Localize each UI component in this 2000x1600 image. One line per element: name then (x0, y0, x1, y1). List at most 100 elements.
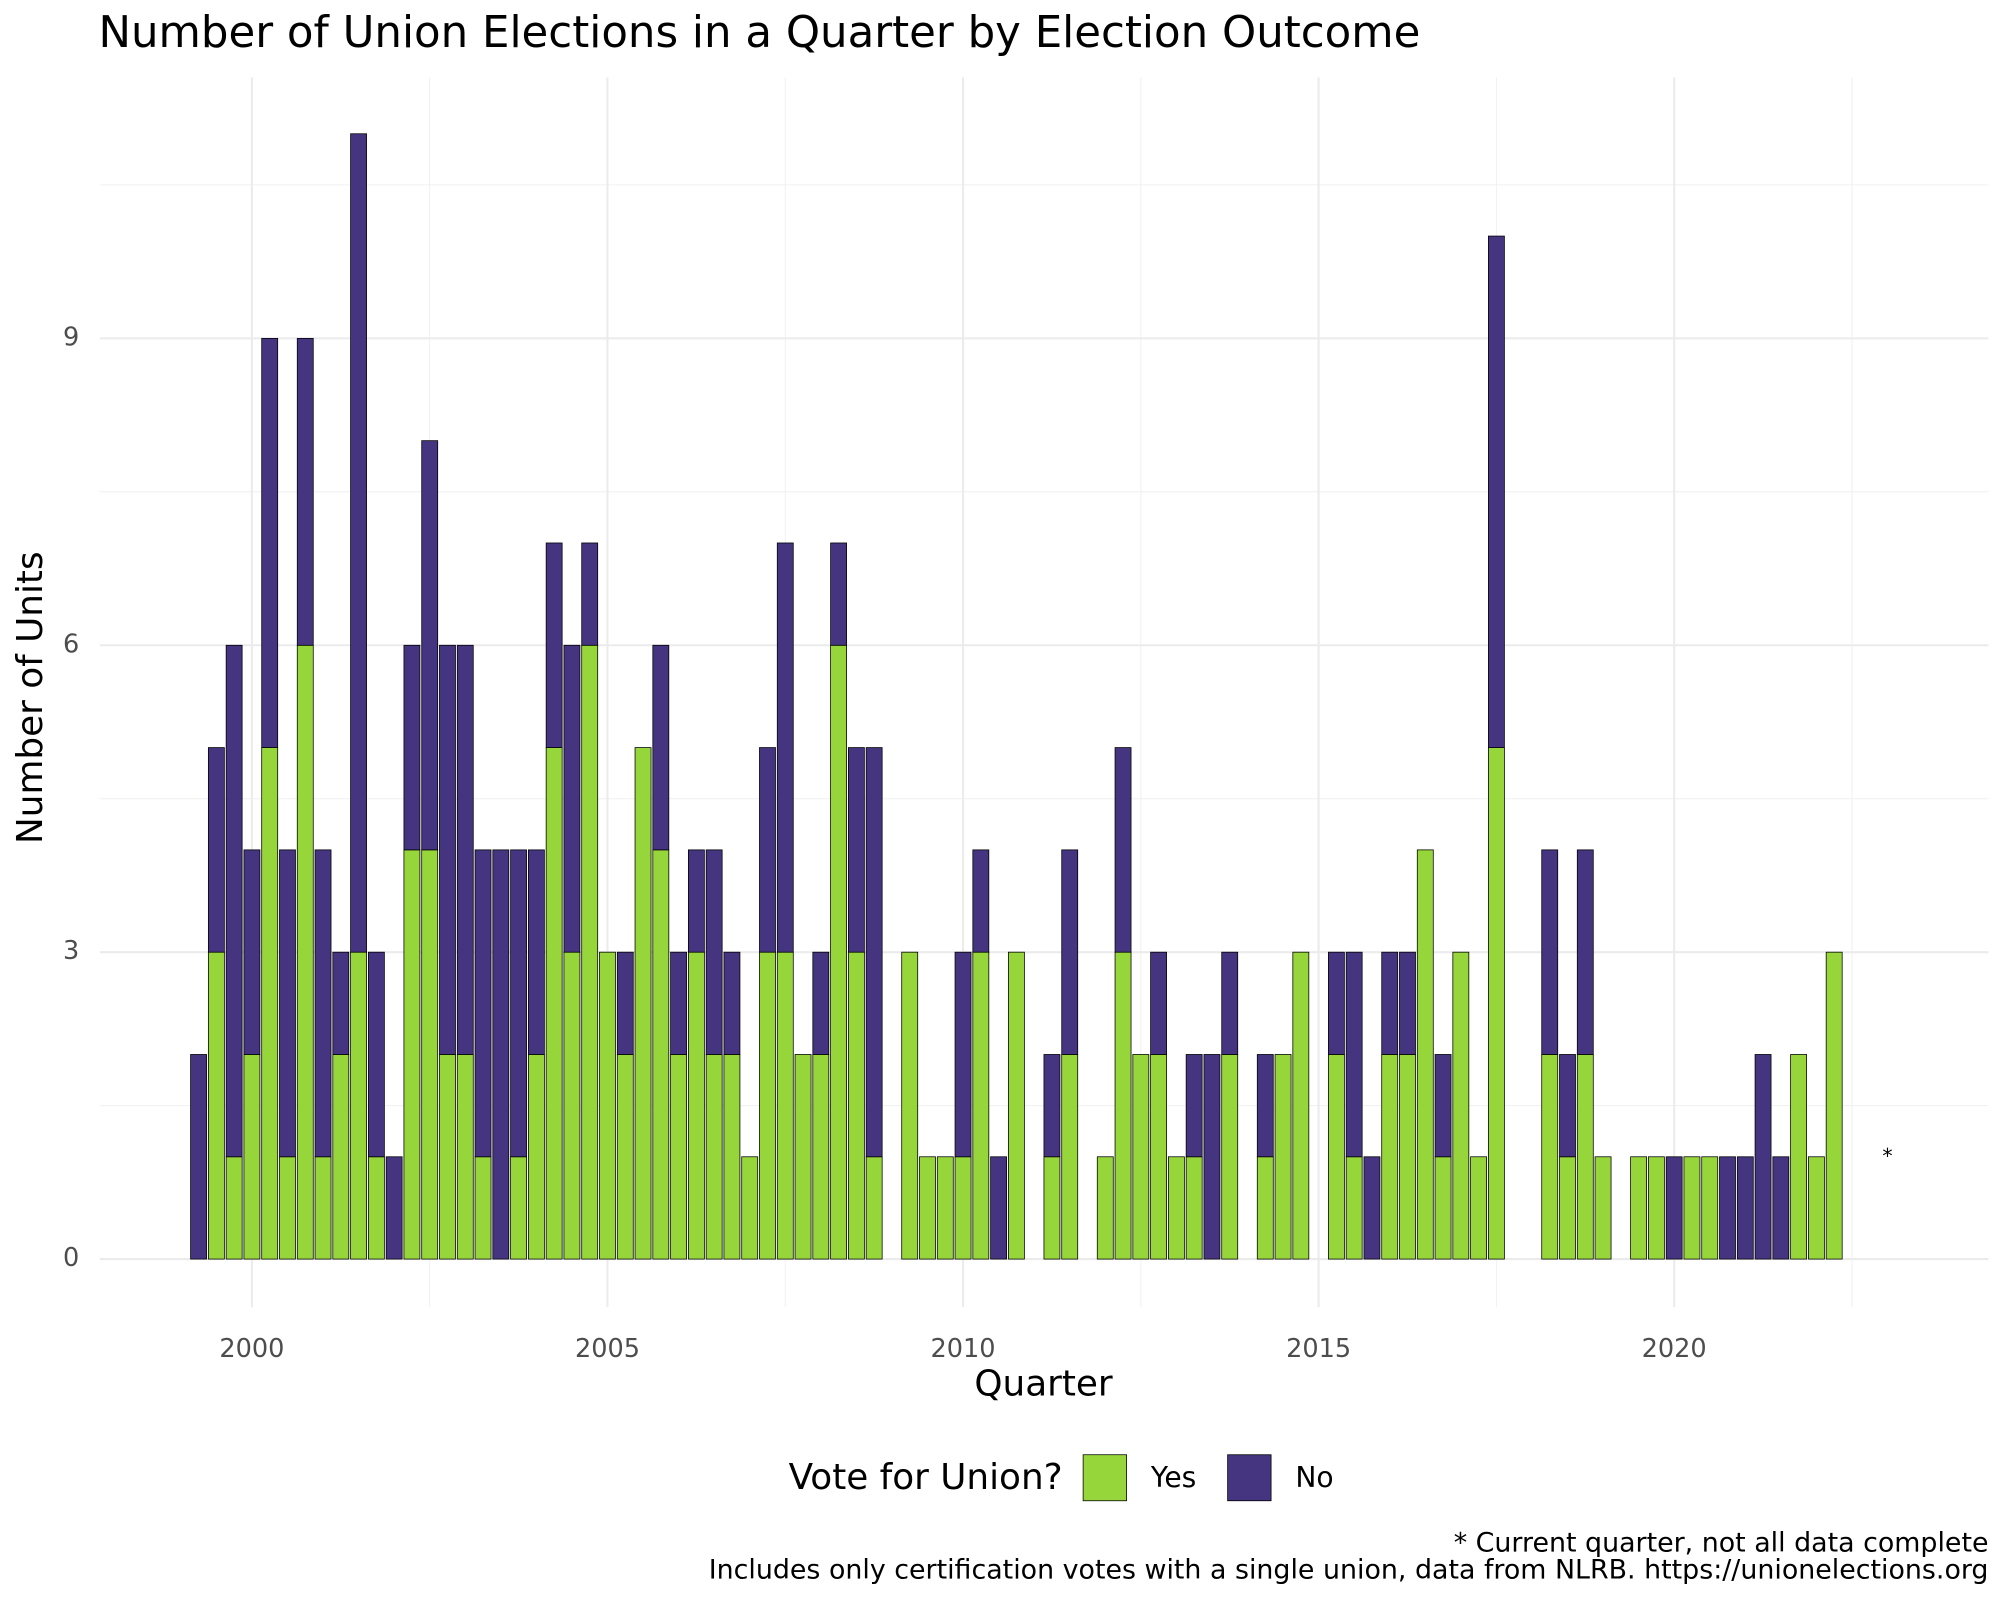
x-tick-label: 2005 (575, 1334, 640, 1364)
bar-segment (474, 1156, 492, 1260)
y-tick-label: 9 (63, 322, 79, 352)
bar-segment (759, 951, 776, 1260)
bar-segment (510, 1156, 527, 1260)
bar-segment (1719, 1156, 1736, 1260)
bar-segment (545, 542, 563, 748)
bar-segment (1754, 1054, 1772, 1260)
bar-segment (1221, 1054, 1239, 1260)
bar-segment (865, 1156, 883, 1260)
bar-segment (990, 1156, 1007, 1260)
bar-segment (794, 1054, 812, 1260)
bar-segment (225, 644, 243, 1158)
bar-segment (403, 849, 421, 1260)
bar-segment (1452, 951, 1470, 1260)
bar-segment (812, 1054, 830, 1260)
y-tick-label: 0 (63, 1243, 79, 1273)
bar-segment (456, 1054, 474, 1260)
bar-segment (1736, 1156, 1754, 1260)
bar-segment (687, 849, 705, 953)
bar-segment (776, 951, 794, 1260)
bar-segment (847, 747, 865, 953)
y-tick-label: 6 (63, 629, 79, 659)
bar-segment (1399, 951, 1416, 1055)
bar-segment (510, 849, 527, 1158)
bar-segment (972, 951, 990, 1260)
bar-segment (190, 1054, 207, 1260)
bar-segment (705, 1054, 723, 1260)
bar-segment (865, 747, 883, 1158)
bar-segment (1363, 1156, 1381, 1260)
bar-segment (439, 1054, 456, 1260)
bar-segment (1132, 1054, 1150, 1260)
bar-segment (1470, 1156, 1487, 1260)
bar-segment (1008, 951, 1025, 1260)
bar-segment (1043, 1054, 1061, 1158)
annotation: * (1882, 1144, 1892, 1168)
bar-segment (332, 1054, 350, 1260)
legend-label: Yes (1150, 1461, 1196, 1494)
bar-segment (670, 951, 687, 1055)
bar-segment (1328, 951, 1345, 1055)
bar-segment (1594, 1156, 1612, 1260)
bar-segment (1185, 1156, 1203, 1260)
bar-segment (1345, 951, 1363, 1158)
bar-segment (1790, 1054, 1808, 1260)
bar-segment (367, 1156, 385, 1260)
bar-segment (439, 644, 456, 1055)
bar-segment (1559, 1156, 1576, 1260)
x-tick-label: 2010 (931, 1334, 996, 1364)
bar-segment (847, 951, 865, 1260)
bar-segment (901, 951, 919, 1260)
bar-segment (581, 644, 599, 1260)
caption: Includes only certification votes with a… (709, 1555, 1989, 1586)
bar-segment (1541, 849, 1559, 1055)
bar-segment (634, 747, 652, 1260)
bar-segment (243, 849, 261, 1055)
bar-segment (421, 849, 439, 1260)
bar-segment (705, 849, 723, 1055)
bar-segment (954, 1156, 972, 1260)
y-axis-title: Number of Units (10, 551, 51, 844)
caption: * Current quarter, not all data complete (1454, 1528, 1989, 1559)
bar-segment (776, 542, 794, 953)
bar-segment (1416, 849, 1434, 1260)
bar-segment (812, 951, 830, 1055)
bar-segment (972, 849, 990, 953)
legend-key (1082, 1454, 1127, 1502)
bar-segment (1559, 1054, 1576, 1158)
bar-segment (1701, 1156, 1719, 1260)
y-tick-label: 3 (63, 936, 79, 966)
bar-segment (385, 1156, 403, 1260)
bar-segment (919, 1156, 936, 1260)
bar-segment (1256, 1054, 1274, 1158)
bar-segment (616, 951, 634, 1055)
bar-segment (1434, 1156, 1452, 1260)
bar-segment (403, 644, 421, 851)
bar-segment (1381, 1054, 1399, 1260)
bar-segment (1345, 1156, 1363, 1260)
bar-segment (1541, 1054, 1559, 1260)
bar-segment (296, 644, 314, 1260)
bar-segment (1061, 849, 1079, 1055)
bar-segment (1150, 951, 1167, 1055)
bar-segment (1488, 747, 1505, 1260)
bar-segment (1576, 849, 1594, 1055)
bar-segment (207, 951, 225, 1260)
bar-segment (350, 133, 367, 953)
bar-segment (314, 849, 332, 1158)
bar-segment (687, 951, 705, 1260)
bar-segment (279, 1156, 296, 1260)
x-tick-label: 2020 (1642, 1334, 1707, 1364)
legend-key (1227, 1454, 1272, 1502)
bar-segment (1772, 1156, 1790, 1260)
bar-segment (1061, 1054, 1079, 1260)
bar-segment (1221, 951, 1239, 1055)
chart-title: Number of Union Elections in a Quarter b… (98, 8, 1420, 58)
bar-segment (261, 747, 279, 1260)
bar-segment (1808, 1156, 1825, 1260)
bar-segment (1114, 747, 1132, 953)
bar-segment (1665, 1156, 1683, 1260)
bar-segment (527, 1054, 545, 1260)
